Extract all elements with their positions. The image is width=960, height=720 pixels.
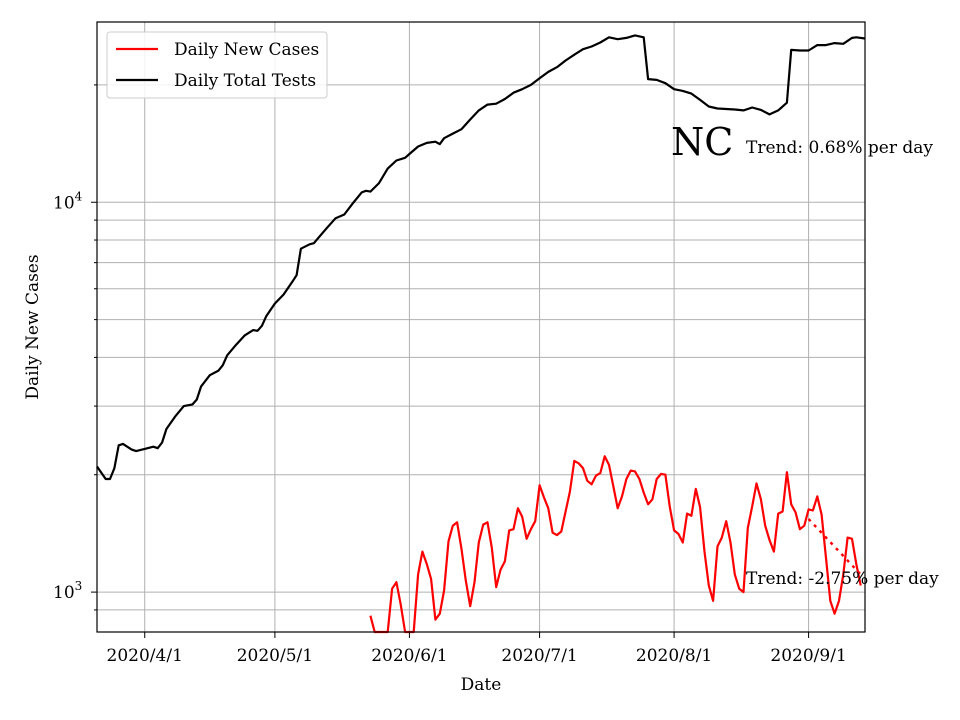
state-label: NC [671,120,733,164]
legend-label-daily-total-tests: Daily Total Tests [174,71,316,91]
x-tick-label: 2020/4/1 [107,646,183,666]
y-tick-label-exponent: 4 [75,189,83,203]
y-tick-label: 103 [53,579,82,603]
x-tick-label: 2020/5/1 [237,646,313,666]
legend: Daily New Cases Daily Total Tests [106,31,328,99]
legend-label-daily-new-cases: Daily New Cases [174,40,319,60]
series-layer [96,34,866,634]
y-tick-label-base: 10 [53,193,75,213]
legend-box [106,31,328,99]
cases-trend-annotation: Trend: -2.75% per day [746,569,939,589]
x-tick-label: 2020/9/1 [770,646,846,666]
grid [97,22,865,632]
series-line-daily-new-cases [369,455,862,634]
x-tick-label: 2020/7/1 [501,646,577,666]
tests-trend-annotation: Trend: 0.68% per day [746,138,933,158]
x-axis-title: Date [461,675,502,695]
y-tick-label-exponent: 3 [75,579,83,593]
plot-frame [96,21,866,633]
x-tick-label: 2020/6/1 [371,646,447,666]
series-line-daily-total-tests [96,34,866,481]
y-tick-label-base: 10 [53,583,75,603]
y-axis-title: Daily New Cases [23,254,43,399]
x-tick-label: 2020/8/1 [636,646,712,666]
ticks: 2020/4/1 2020/5/1 2020/6/1 2020/7/1 2020/8/1… [53,84,847,666]
y-tick-label: 104 [53,189,83,213]
